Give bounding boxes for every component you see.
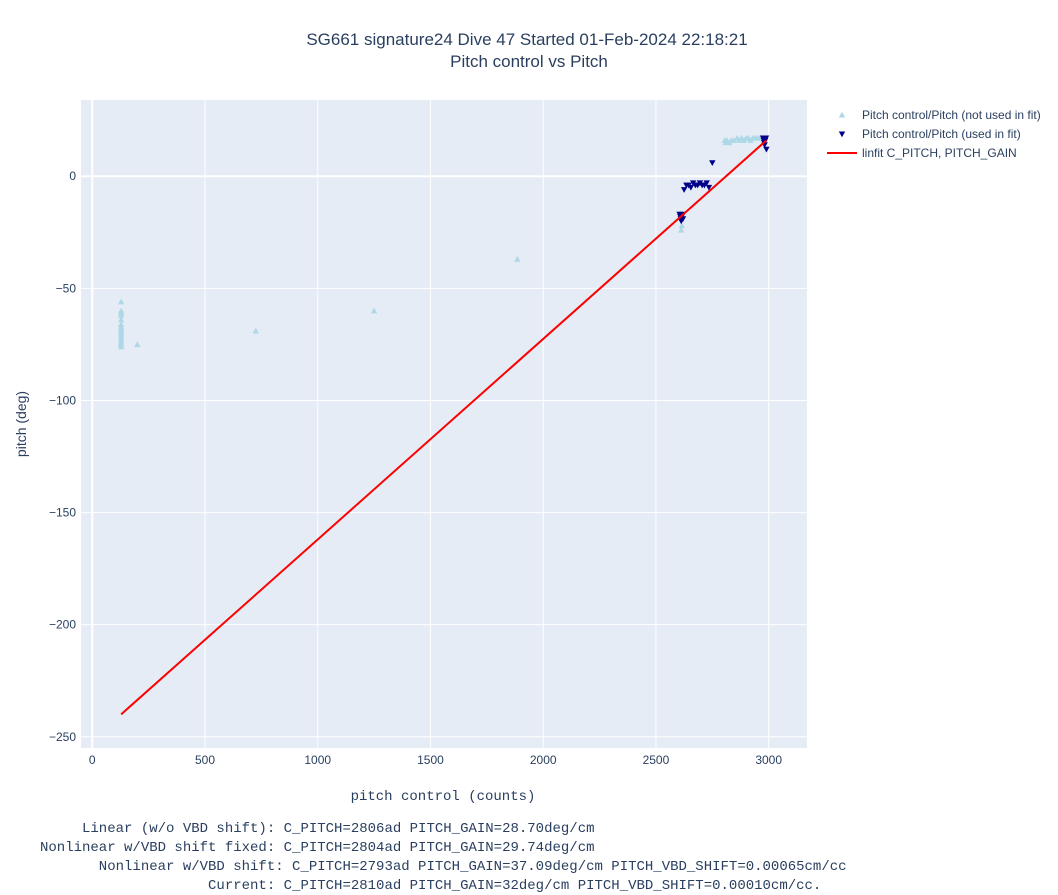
chart: SG661 signature24 Dive 47 Started 01-Feb… <box>13 30 1041 805</box>
data-point <box>678 222 686 229</box>
data-point <box>730 137 737 143</box>
legend-label: linfit C_PITCH, PITCH_GAIN <box>862 146 1017 160</box>
series-1 <box>676 135 770 225</box>
legend-item[interactable]: Pitch control/Pitch (used in fit) <box>838 127 1021 141</box>
x-tick-label: 2000 <box>530 753 557 767</box>
legend-label: Pitch control/Pitch (used in fit) <box>862 127 1021 141</box>
data-point <box>134 341 141 347</box>
data-point <box>514 255 521 262</box>
fit-line <box>120 139 768 716</box>
x-axis-ticks: 0 500 1000 1500 2000 2500 3000 <box>89 753 782 767</box>
x-tick-label: 500 <box>195 753 215 767</box>
legend-item[interactable]: linfit C_PITCH, PITCH_GAIN <box>827 146 1017 160</box>
y-tick-label: −50 <box>56 281 77 295</box>
data-point <box>117 298 125 305</box>
y-axis-ticks: −250 −200 −150 −100 −50 0 <box>49 169 76 744</box>
data-point <box>762 135 770 142</box>
plot-area <box>81 100 807 748</box>
grid <box>81 100 807 748</box>
fit-result-current: Current: C_PITCH=2810ad PITCH_GAIN=32deg… <box>40 878 822 894</box>
x-tick-label: 2500 <box>643 753 670 767</box>
y-tick-label: −250 <box>49 730 76 744</box>
data-point <box>117 312 125 318</box>
y-tick-label: −200 <box>49 618 76 632</box>
legend-swatch <box>838 111 846 118</box>
data-point <box>679 216 687 223</box>
y-axis-label: pitch (deg) <box>13 391 29 457</box>
fit-result-nonlinear-shift: Nonlinear w/VBD shift: C_PITCH=2793ad PI… <box>40 859 847 875</box>
fit-result-nonlinear-fixed: Nonlinear w/VBD shift fixed: C_PITCH=280… <box>40 840 595 856</box>
y-tick-label: −150 <box>49 506 76 520</box>
legend-item[interactable]: Pitch control/Pitch (not used in fit) <box>838 108 1041 122</box>
data-point <box>117 343 125 350</box>
x-tick-label: 3000 <box>755 753 782 767</box>
y-tick-label: −100 <box>49 393 76 407</box>
legend: Pitch control/Pitch (not used in fit) Pit… <box>827 108 1041 160</box>
fit-result-linear: Linear (w/o VBD shift): C_PITCH=2806ad P… <box>40 821 595 837</box>
legend-swatch <box>838 131 846 138</box>
x-tick-label: 0 <box>89 753 96 767</box>
data-point <box>763 146 770 153</box>
x-axis-label: pitch control (counts) <box>351 789 536 805</box>
series-layer <box>117 134 770 716</box>
data-point <box>252 327 259 334</box>
x-tick-label: 1500 <box>417 753 444 767</box>
data-point <box>709 160 716 166</box>
legend-label: Pitch control/Pitch (not used in fit) <box>862 108 1041 122</box>
series-0 <box>117 134 766 350</box>
data-point <box>680 187 688 193</box>
data-point <box>370 307 378 314</box>
data-point <box>677 226 685 233</box>
data-point <box>703 180 710 187</box>
x-tick-label: 1000 <box>304 753 331 767</box>
data-point <box>687 184 695 191</box>
series-2 <box>120 139 768 716</box>
y-tick-label: 0 <box>69 169 76 183</box>
chart-subtitle: Pitch control vs Pitch <box>450 52 608 71</box>
chart-title: SG661 signature24 Dive 47 Started 01-Feb… <box>306 30 747 49</box>
data-point <box>117 316 125 323</box>
data-point <box>705 184 713 191</box>
